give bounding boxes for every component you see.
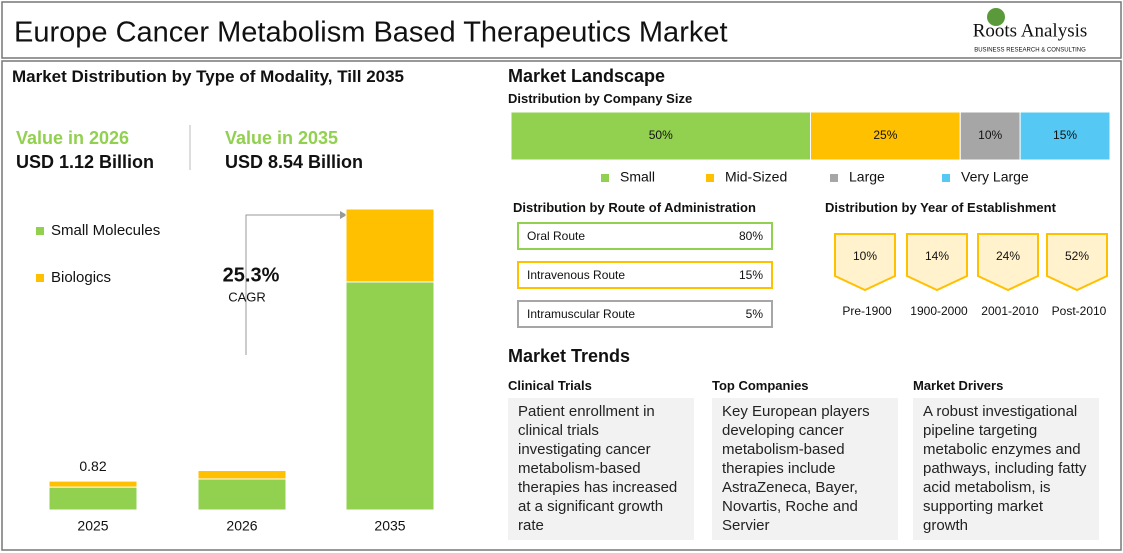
legend-label: Small	[620, 169, 655, 185]
trend-heading: Market Drivers	[913, 378, 1004, 393]
year-label: 1900-2000	[910, 304, 968, 318]
bar-segment	[197, 470, 287, 480]
kpi-value: USD 1.12 Billion	[16, 152, 155, 172]
kpi-label: Value in 2035	[225, 128, 339, 148]
route-value: 5%	[745, 307, 763, 321]
bar-segment	[1019, 111, 1111, 161]
x-tick-label: 2025	[77, 518, 108, 534]
year-value: 14%	[925, 249, 949, 263]
cagr-label: CAGR	[228, 289, 266, 304]
logo: Roots Analysis	[973, 20, 1088, 41]
cagr-arrow	[245, 214, 340, 355]
trend-text: A robust investigational pipeline target…	[913, 398, 1099, 540]
route-value: 80%	[738, 229, 763, 243]
data-label: 10%	[978, 128, 1002, 142]
bar-segment	[197, 478, 287, 511]
route-label: Oral Route	[527, 229, 586, 243]
trend-heading: Clinical Trials	[508, 378, 592, 393]
legend-marker	[942, 174, 950, 182]
body-frame	[1, 60, 1122, 551]
trends-title: Market Trends	[508, 346, 631, 366]
modality-title: Market Distribution by Type of Modality,…	[12, 67, 405, 86]
data-label: 15%	[1053, 128, 1077, 142]
legend-marker	[36, 274, 44, 282]
logo-tagline: BUSINESS RESEARCH & CONSULTING	[974, 48, 1086, 54]
bar-segment	[510, 111, 811, 161]
route-value: 15%	[738, 268, 763, 282]
total-label: 0.82	[79, 458, 106, 474]
legend-label: Very Large	[961, 169, 1029, 185]
legend-marker	[601, 174, 609, 182]
legend-marker	[36, 227, 44, 235]
year-title: Distribution by Year of Establishment	[825, 200, 1056, 215]
cagr-value: 25.3%	[223, 264, 280, 286]
trend-text: Patient enrollment in clinical trials in…	[508, 398, 694, 540]
bar-segment	[810, 111, 961, 161]
bar-segment	[345, 281, 435, 511]
year-badge	[977, 233, 1039, 292]
page-title: Europe Cancer Metabolism Based Therapeut…	[14, 17, 728, 49]
route-label: Intravenous Route	[527, 268, 626, 282]
legend-label: Biologics	[51, 269, 111, 286]
legend-label: Large	[849, 169, 885, 185]
header-frame	[1, 1, 1122, 59]
year-value: 52%	[1065, 249, 1089, 263]
year-label: 2001-2010	[981, 304, 1039, 318]
year-badge	[834, 233, 896, 292]
legend-marker	[830, 174, 838, 182]
legend-label: Small Molecules	[51, 222, 160, 239]
company-size-title: Distribution by Company Size	[508, 91, 693, 106]
year-badge	[906, 233, 968, 292]
route-item: Intravenous Route 15%	[517, 261, 773, 289]
bar-segment	[48, 486, 138, 511]
trend-text: Key European players developing cancer m…	[712, 398, 898, 540]
year-value: 10%	[853, 249, 877, 263]
trend-heading: Top Companies	[712, 378, 809, 393]
route-title: Distribution by Route of Administration	[513, 200, 756, 215]
bar-segment	[48, 480, 138, 488]
landscape-title: Market Landscape	[508, 66, 666, 86]
route-label: Intramuscular Route	[527, 307, 636, 321]
legend-marker	[706, 174, 714, 182]
x-tick-label: 2035	[374, 518, 405, 534]
logo-tree	[987, 8, 1005, 26]
data-label: 50%	[649, 128, 673, 142]
legend-label: Mid-Sized	[725, 169, 787, 185]
kpi-value: USD 8.54 Billion	[225, 152, 364, 172]
year-value: 24%	[996, 249, 1020, 263]
year-label: Pre-1900	[842, 304, 892, 318]
x-tick-label: 2026	[226, 518, 257, 534]
bar-segment	[345, 208, 435, 283]
cagr-arrowhead	[340, 211, 347, 219]
year-badge	[1046, 233, 1108, 292]
kpi-label: Value in 2026	[16, 128, 130, 148]
bar-segment	[959, 111, 1021, 161]
route-item: Intramuscular Route 5%	[517, 300, 773, 328]
data-label: 25%	[873, 128, 897, 142]
year-label: Post-2010	[1052, 304, 1107, 318]
route-item: Oral Route 80%	[517, 222, 773, 250]
